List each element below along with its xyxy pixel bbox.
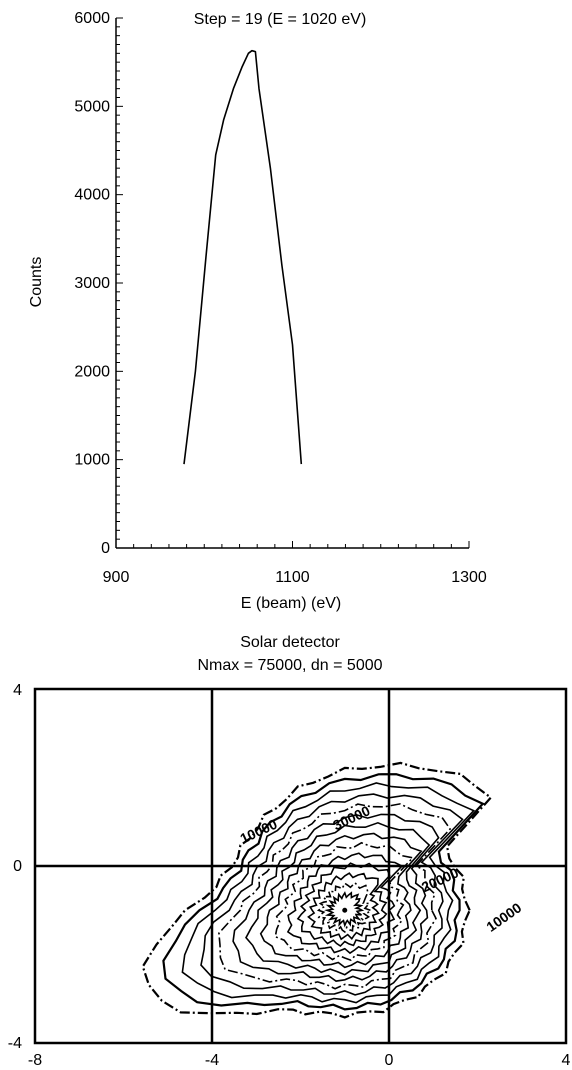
bottom-tick-labels: -8 -4 0 4 -4 0 4 bbox=[8, 682, 571, 1069]
top-line-chart: Step = 19 (E = 1020 eV) Counts E (beam) … bbox=[28, 10, 487, 612]
contour-ring bbox=[324, 891, 365, 928]
y-tick-label: 1000 bbox=[74, 452, 110, 469]
y-tick-label: 4000 bbox=[74, 187, 110, 204]
contour-ring bbox=[286, 852, 404, 955]
bottom-chart-title: Solar detector bbox=[240, 634, 340, 651]
contour-label: 10000 bbox=[483, 899, 524, 935]
contour-ring bbox=[181, 782, 476, 1004]
y-tick-label: 0 bbox=[101, 540, 110, 557]
contour-ring bbox=[162, 773, 485, 1011]
peak-marker bbox=[342, 907, 348, 913]
bottom-contour-chart: Solar detector Nmax = 75000, dn = 5000 1… bbox=[8, 634, 571, 1069]
contour-ring bbox=[245, 821, 431, 976]
top-chart-title: Step = 19 (E = 1020 eV) bbox=[194, 11, 367, 28]
contour-lines bbox=[141, 761, 493, 1019]
contour-ring bbox=[232, 813, 440, 982]
y-tick-label: 0 bbox=[13, 858, 22, 875]
top-tick-labels: 0 1000 2000 3000 4000 5000 6000 900 1100 1300 bbox=[74, 10, 486, 586]
contour-ring bbox=[274, 841, 415, 962]
y-tick-label: 3000 bbox=[74, 275, 110, 292]
x-tick-label: 1300 bbox=[451, 569, 487, 586]
top-x-axis-label: E (beam) (eV) bbox=[241, 595, 341, 612]
contour-ring bbox=[259, 832, 423, 969]
x-tick-label: 900 bbox=[103, 569, 130, 586]
contour-ring bbox=[296, 862, 391, 948]
y-tick-label: -4 bbox=[8, 1035, 22, 1052]
series-line bbox=[183, 49, 303, 465]
x-tick-label: -8 bbox=[28, 1052, 42, 1069]
bottom-chart-subtitle: Nmax = 75000, dn = 5000 bbox=[197, 657, 382, 674]
x-tick-label: 1100 bbox=[275, 569, 310, 586]
y-tick-label: 4 bbox=[13, 682, 22, 699]
contour-ring bbox=[200, 793, 464, 996]
contour-ring bbox=[307, 872, 380, 941]
top-ticks bbox=[115, 17, 470, 549]
contour-ring bbox=[316, 881, 372, 934]
y-tick-label: 5000 bbox=[74, 98, 110, 115]
top-y-axis-label: Counts bbox=[28, 257, 45, 308]
contour-ring bbox=[218, 803, 452, 990]
y-tick-label: 2000 bbox=[74, 363, 110, 380]
x-tick-label: 0 bbox=[385, 1052, 394, 1069]
x-tick-label: 4 bbox=[562, 1052, 571, 1069]
x-tick-label: -4 bbox=[205, 1052, 219, 1069]
contour-gridlines bbox=[35, 689, 566, 1043]
y-tick-label: 6000 bbox=[74, 10, 110, 27]
